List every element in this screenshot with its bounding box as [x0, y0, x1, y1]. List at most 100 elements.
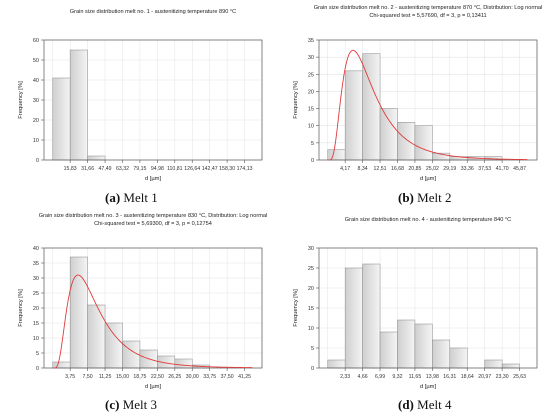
y-tick-label: 10 — [33, 138, 39, 144]
y-tick-label: 0 — [36, 366, 39, 372]
histogram-melt-1: Grain size distribution melt no. 1 - aus… — [0, 0, 275, 185]
x-axis-label: d [µm] — [145, 176, 162, 182]
x-tick-label: 11,65 — [409, 374, 422, 380]
y-tick-label: 25 — [33, 291, 39, 297]
histogram-bar — [88, 156, 105, 160]
caption-text: Melt 2 — [417, 190, 451, 205]
y-tick-label: 10 — [308, 124, 314, 130]
histogram-bar — [397, 320, 414, 368]
x-tick-label: 6,99 — [375, 374, 385, 380]
y-tick-label: 30 — [308, 55, 314, 61]
histogram-bar — [415, 324, 432, 368]
histogram-bar — [70, 257, 87, 368]
x-axis-label: d [µm] — [420, 384, 437, 390]
y-axis-label: Frequency [%] — [18, 289, 24, 327]
y-tick-label: 35 — [33, 261, 39, 267]
y-axis-label: Frequency [%] — [293, 81, 299, 119]
histogram-bar — [345, 71, 362, 160]
caption-letter: (d) — [398, 397, 414, 412]
histogram-bar — [70, 50, 87, 160]
histogram-bar — [53, 362, 70, 368]
y-tick-label: 5 — [311, 141, 314, 147]
y-tick-label: 50 — [33, 58, 39, 64]
chart-panel-melt-4: Grain size distribution melt no. 4 - aus… — [275, 208, 550, 393]
chart-panel-melt-3: Grain size distribution melt no. 3 - aus… — [0, 208, 275, 393]
y-tick-label: 15 — [33, 321, 39, 327]
x-tick-label: 63,32 — [116, 166, 129, 172]
x-tick-label: 23,30 — [496, 374, 509, 380]
histogram-bar — [397, 122, 414, 160]
y-tick-label: 20 — [33, 118, 39, 124]
histogram-bar — [345, 268, 362, 368]
y-tick-label: 25 — [308, 72, 314, 78]
chart-subtitle: Chi-squared test = 5,69300, df = 3, p = … — [94, 221, 212, 227]
x-tick-label: 18,64 — [461, 374, 474, 380]
x-tick-label: 26,25 — [168, 374, 181, 380]
x-tick-label: 8,34 — [358, 166, 368, 172]
x-tick-label: 22,50 — [151, 374, 164, 380]
histogram-bar — [380, 109, 397, 160]
histogram-bar — [432, 340, 449, 368]
histogram-bar — [328, 360, 345, 368]
chart-title: Grain size distribution melt no. 4 - aus… — [345, 217, 511, 223]
x-tick-label: 31,66 — [81, 166, 94, 172]
histogram-bar — [415, 126, 432, 160]
x-tick-label: 30,00 — [186, 374, 199, 380]
x-tick-label: 45,87 — [513, 166, 526, 172]
x-tick-label: 16,31 — [443, 374, 456, 380]
x-tick-label: 15,83 — [64, 166, 77, 172]
x-tick-label: 37,53 — [478, 166, 491, 172]
x-tick-label: 13,98 — [426, 374, 439, 380]
y-tick-label: 30 — [33, 98, 39, 104]
histogram-bar — [363, 264, 380, 368]
caption-text: Melt 1 — [123, 190, 157, 205]
x-tick-label: 158,30 — [219, 166, 235, 172]
histogram-bar — [53, 78, 70, 160]
x-tick-label: 37,50 — [221, 374, 234, 380]
histogram-bar — [450, 348, 467, 368]
caption-melt-3: (c) Melt 3 — [105, 397, 157, 413]
x-tick-label: 29,19 — [443, 166, 456, 172]
x-tick-label: 110,81 — [167, 166, 183, 172]
chart-title: Grain size distribution melt no. 1 - aus… — [70, 9, 236, 15]
histogram-bar — [88, 305, 105, 368]
x-axis-label: d [µm] — [420, 176, 437, 182]
x-tick-label: 33,36 — [461, 166, 474, 172]
y-tick-label: 20 — [33, 306, 39, 312]
x-tick-label: 126,64 — [184, 166, 200, 172]
caption-melt-4: (d) Melt 4 — [398, 397, 451, 413]
histogram-bar — [380, 332, 397, 368]
histogram-melt-3: Grain size distribution melt no. 3 - aus… — [0, 208, 275, 393]
caption-letter: (b) — [398, 190, 414, 205]
x-tick-label: 79,15 — [133, 166, 146, 172]
x-tick-label: 16,68 — [391, 166, 404, 172]
x-tick-label: 20,97 — [478, 374, 491, 380]
y-tick-label: 60 — [33, 38, 39, 44]
y-tick-label: 10 — [33, 336, 39, 342]
x-tick-label: 12,51 — [374, 166, 387, 172]
x-tick-label: 47,49 — [99, 166, 112, 172]
caption-text: Melt 4 — [417, 397, 451, 412]
x-tick-label: 9,32 — [392, 374, 402, 380]
y-axis-label: Frequency [%] — [18, 81, 24, 119]
histogram-bar — [328, 150, 345, 160]
histogram-melt-4: Grain size distribution melt no. 4 - aus… — [275, 208, 550, 393]
y-tick-label: 15 — [308, 107, 314, 113]
caption-letter: (a) — [105, 190, 120, 205]
y-tick-label: 40 — [33, 246, 39, 252]
chart-title: Grain size distribution melt no. 3 - aus… — [39, 213, 268, 219]
caption-melt-1: (a) Melt 1 — [105, 190, 158, 206]
caption-text: Melt 3 — [123, 397, 157, 412]
histogram-bar — [502, 364, 519, 368]
chart-title: Grain size distribution melt no. 2 - aus… — [314, 5, 543, 11]
x-tick-label: 142,47 — [202, 166, 218, 172]
x-tick-label: 25,02 — [426, 166, 439, 172]
y-tick-label: 30 — [33, 276, 39, 282]
chart-panel-melt-2: Grain size distribution melt no. 2 - aus… — [275, 0, 550, 185]
x-tick-label: 20,85 — [408, 166, 421, 172]
y-tick-label: 0 — [311, 158, 314, 164]
y-tick-label: 25 — [308, 266, 314, 272]
x-axis-label: d [µm] — [145, 384, 162, 390]
y-tick-label: 30 — [308, 246, 314, 252]
x-tick-label: 7,50 — [83, 374, 93, 380]
